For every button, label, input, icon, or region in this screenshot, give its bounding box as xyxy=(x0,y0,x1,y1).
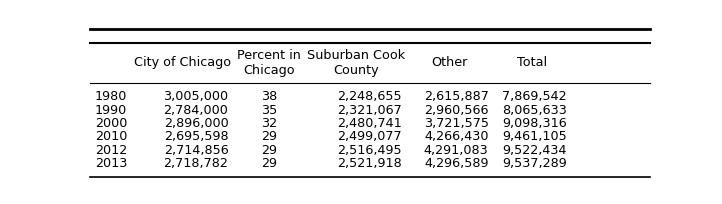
Text: 2013: 2013 xyxy=(95,157,127,170)
Text: 2,718,782: 2,718,782 xyxy=(164,157,228,170)
Text: 9,461,105: 9,461,105 xyxy=(503,130,567,143)
Text: 1980: 1980 xyxy=(95,90,127,103)
Text: 2,521,918: 2,521,918 xyxy=(337,157,402,170)
Text: 9,522,434: 9,522,434 xyxy=(503,144,567,157)
Text: 1990: 1990 xyxy=(95,104,127,117)
Text: 38: 38 xyxy=(261,90,277,103)
Text: 35: 35 xyxy=(261,104,277,117)
Text: 2010: 2010 xyxy=(95,130,127,143)
Text: 2,896,000: 2,896,000 xyxy=(164,117,228,130)
Text: 7,869,542: 7,869,542 xyxy=(503,90,567,103)
Text: 32: 32 xyxy=(261,117,277,130)
Text: 2,714,856: 2,714,856 xyxy=(164,144,228,157)
Text: 3,721,575: 3,721,575 xyxy=(424,117,489,130)
Text: 2,516,495: 2,516,495 xyxy=(337,144,402,157)
Text: 29: 29 xyxy=(261,144,277,157)
Text: 9,537,289: 9,537,289 xyxy=(503,157,567,170)
Text: 2,321,067: 2,321,067 xyxy=(337,104,402,117)
Text: 29: 29 xyxy=(261,157,277,170)
Text: 3,005,000: 3,005,000 xyxy=(163,90,228,103)
Text: 4,296,589: 4,296,589 xyxy=(424,157,489,170)
Text: 2,615,887: 2,615,887 xyxy=(424,90,489,103)
Text: City of Chicago: City of Chicago xyxy=(134,57,231,70)
Text: Total: Total xyxy=(517,57,547,70)
Text: Other: Other xyxy=(432,57,468,70)
Text: 29: 29 xyxy=(261,130,277,143)
Text: 2012: 2012 xyxy=(95,144,127,157)
Text: 2,695,598: 2,695,598 xyxy=(164,130,228,143)
Text: 2000: 2000 xyxy=(95,117,127,130)
Text: 8,065,633: 8,065,633 xyxy=(502,104,567,117)
Text: 2,784,000: 2,784,000 xyxy=(164,104,228,117)
Text: 2,960,566: 2,960,566 xyxy=(424,104,489,117)
Text: Suburban Cook
County: Suburban Cook County xyxy=(307,49,405,77)
Text: 4,291,083: 4,291,083 xyxy=(424,144,489,157)
Text: Percent in
Chicago: Percent in Chicago xyxy=(238,49,301,77)
Text: 2,499,077: 2,499,077 xyxy=(337,130,402,143)
Text: 9,098,316: 9,098,316 xyxy=(503,117,567,130)
Text: 2,480,741: 2,480,741 xyxy=(337,117,402,130)
Text: 4,266,430: 4,266,430 xyxy=(424,130,489,143)
Text: 2,248,655: 2,248,655 xyxy=(337,90,402,103)
